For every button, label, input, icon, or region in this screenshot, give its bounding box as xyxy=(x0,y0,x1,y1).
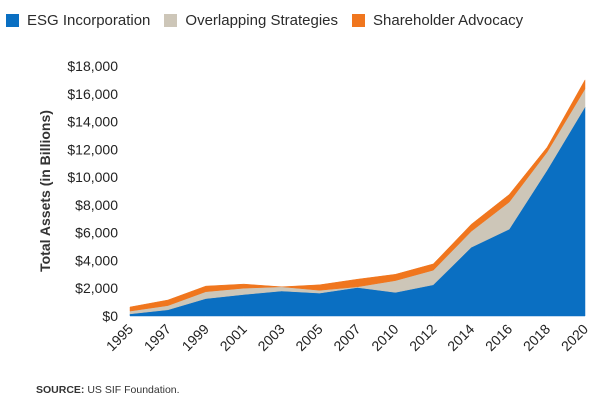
source-text: US SIF Foundation. xyxy=(87,384,180,396)
x-tick-label: 2014 xyxy=(444,321,477,354)
y-tick-label: $14,000 xyxy=(67,114,118,130)
y-axis-label: Total Assets (in Billions) xyxy=(37,110,53,272)
legend-label: Overlapping Strategies xyxy=(185,12,338,29)
legend-swatch xyxy=(352,14,365,27)
y-tick-label: $8,000 xyxy=(75,197,118,213)
y-tick-label: $2,000 xyxy=(75,280,118,296)
x-tick-label: 2012 xyxy=(406,321,439,354)
x-tick-label: 1999 xyxy=(179,321,212,354)
x-tick-label: 2005 xyxy=(292,321,325,354)
area-shareholder-advocacy xyxy=(129,78,586,312)
x-tick-label: 2018 xyxy=(520,321,553,354)
y-tick-label: $6,000 xyxy=(75,225,118,241)
legend-label: ESG Incorporation xyxy=(27,12,151,29)
y-tick-label: $4,000 xyxy=(75,252,118,268)
x-tick-label: 2020 xyxy=(558,321,591,354)
y-tick-label: $12,000 xyxy=(67,141,118,157)
x-tick-label: 2016 xyxy=(482,321,515,354)
legend-swatch xyxy=(164,14,178,27)
x-tick-label: 2001 xyxy=(217,321,250,354)
source-label: SOURCE: xyxy=(36,384,85,396)
x-tick-label: 2007 xyxy=(330,321,363,354)
legend-swatch xyxy=(6,14,19,27)
chart-legend: ESG Incorporation Overlapping Strategies S… xyxy=(6,12,537,29)
legend-item-esg-incorporation: ESG Incorporation xyxy=(6,12,150,29)
x-tick-label: 1997 xyxy=(141,321,174,354)
y-tick-label: $10,000 xyxy=(67,169,118,185)
legend-item-shareholder-advocacy: Shareholder Advocacy xyxy=(352,12,523,29)
x-tick-label: 2010 xyxy=(368,321,401,354)
x-tick-label: 2003 xyxy=(254,321,287,354)
legend-item-overlapping-strategies: Overlapping Strategies xyxy=(164,12,338,29)
y-tick-label: $18,000 xyxy=(67,58,118,74)
x-tick-label: 1995 xyxy=(103,321,136,354)
legend-label: Shareholder Advocacy xyxy=(373,12,524,29)
y-tick-label: $0 xyxy=(102,308,118,324)
source-note: SOURCE: US SIF Foundation. xyxy=(36,384,180,396)
y-tick-label: $16,000 xyxy=(67,86,118,102)
